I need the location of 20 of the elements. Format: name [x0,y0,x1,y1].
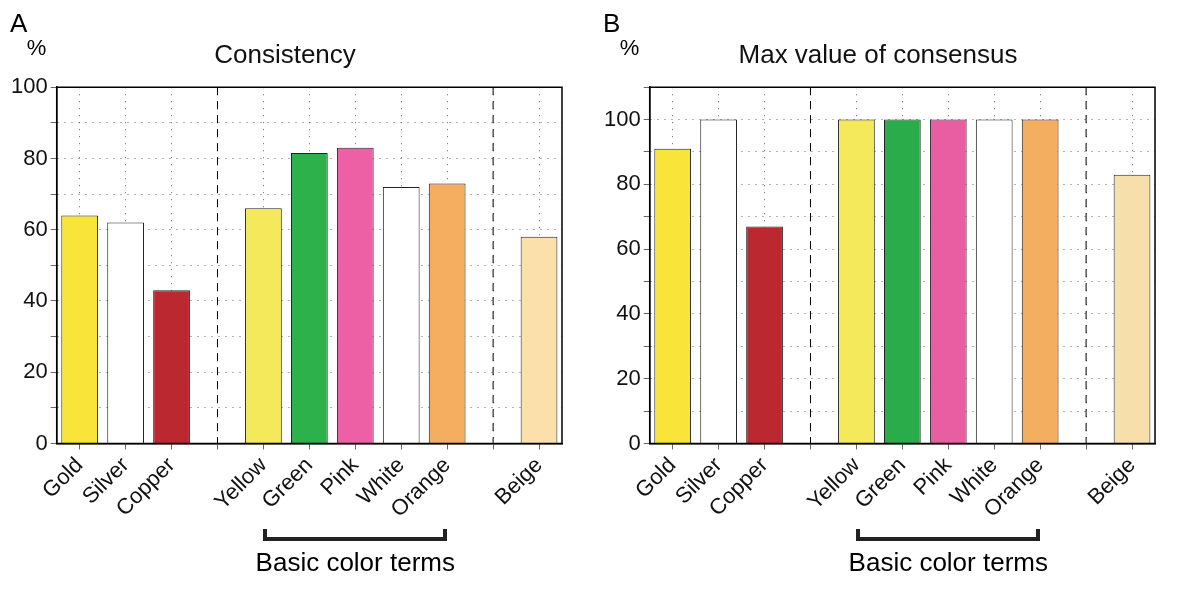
y-axis-title: % [26,35,47,62]
chart-title: Consistency [214,38,356,69]
y-tick-label: 40 [616,299,641,325]
y-axis-title: % [619,35,640,62]
y-tick-label: 60 [616,235,641,261]
y-tick-label: 80 [616,170,641,196]
y-tick-label: 40 [23,287,48,313]
y-tick-label: 0 [35,429,48,455]
y-tick-label: 20 [23,358,48,384]
text: A [10,8,28,39]
y-tick-label: 60 [23,215,48,241]
text: Basic color terms [255,547,455,579]
y-tick-label: 80 [23,144,48,170]
chart-title: Max value of consensus [738,38,1018,69]
y-tick-label: 100 [603,105,641,131]
text: B [603,8,621,39]
text: Basic color terms [848,547,1048,579]
y-tick-label: 20 [616,364,641,390]
y-tick-label: 100 [10,73,48,99]
y-tick-label: 0 [628,429,641,455]
